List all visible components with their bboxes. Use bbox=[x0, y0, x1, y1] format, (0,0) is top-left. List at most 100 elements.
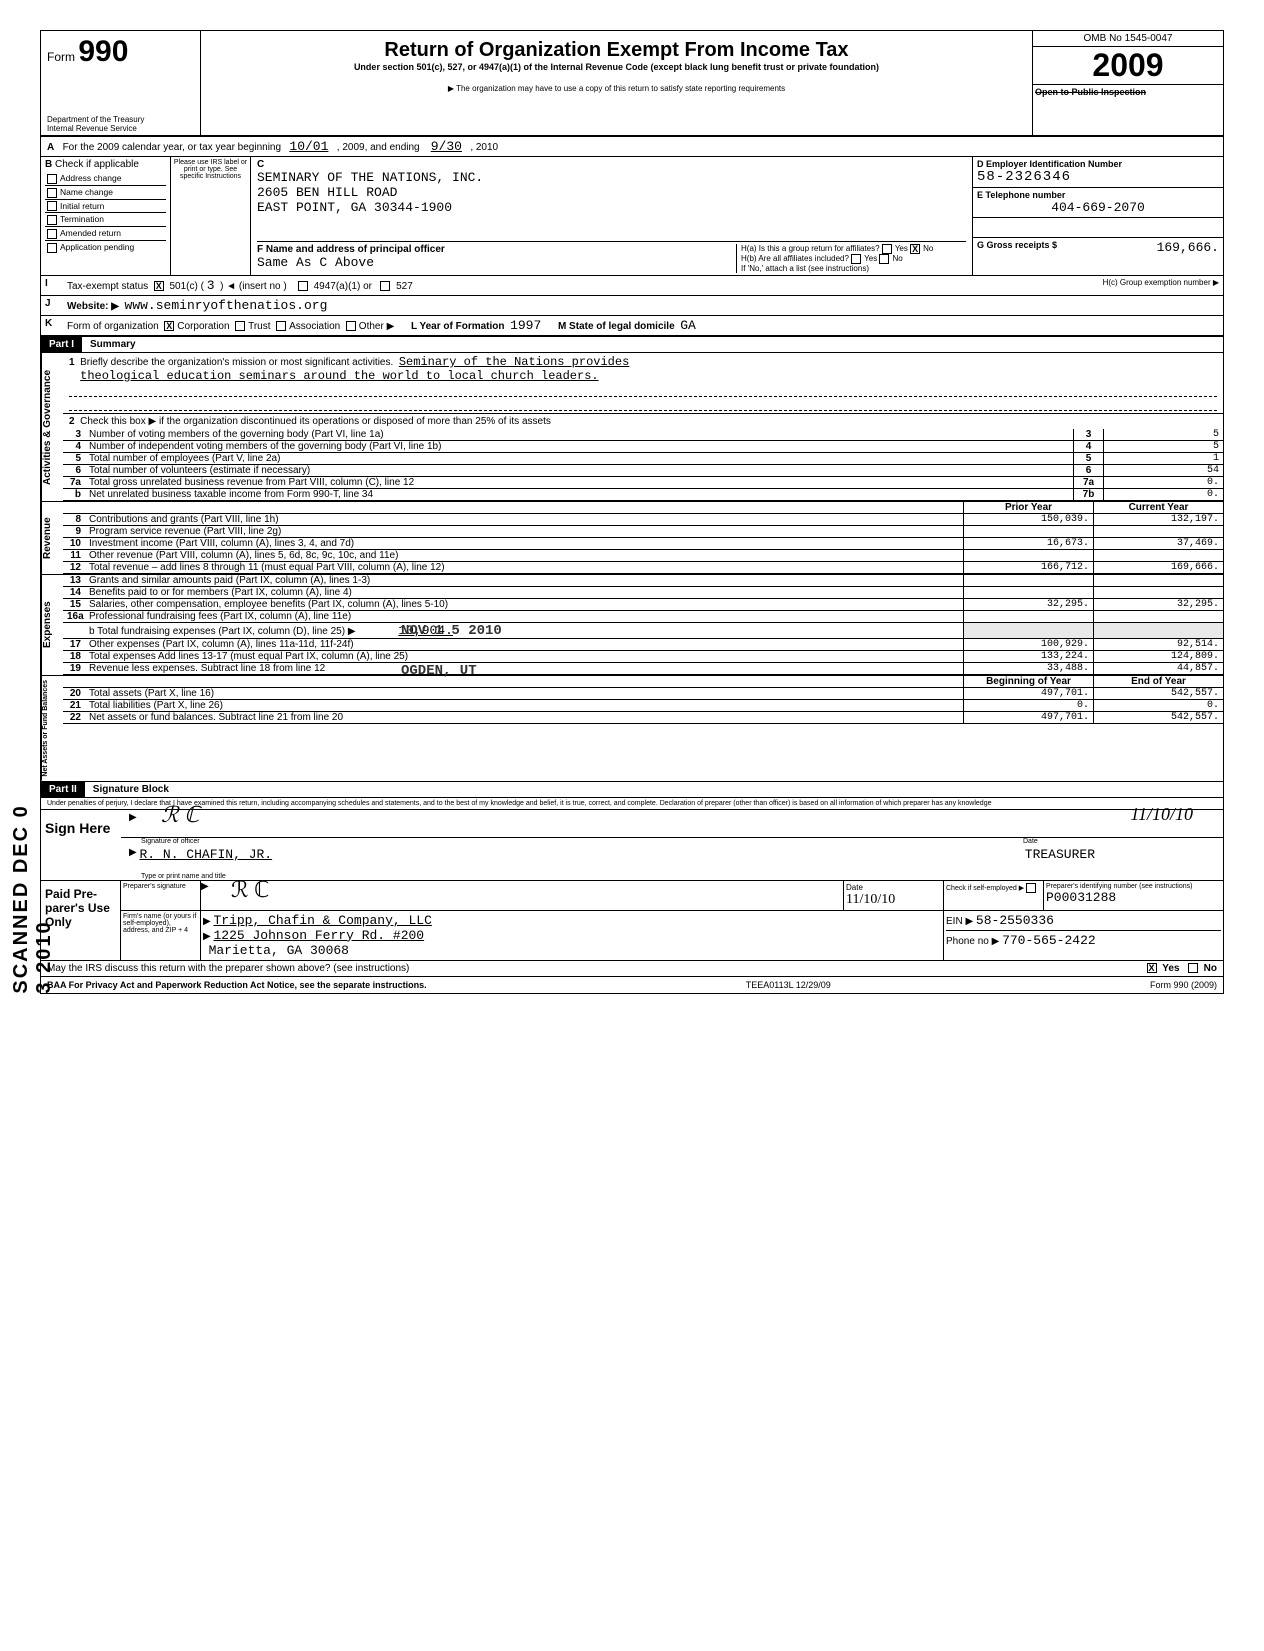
m-label: M State of legal domicile bbox=[558, 321, 675, 332]
phone: 404-669-2070 bbox=[977, 200, 1219, 215]
self-emp-label: Check if self-employed bbox=[946, 884, 1017, 891]
sign-here-block: Sign Here ▶ ℛ ℂ 11/10/10 Signature of of… bbox=[41, 810, 1223, 880]
hb-no[interactable] bbox=[879, 254, 889, 264]
revenue-row-12: 12Total revenue – add lines 8 through 11… bbox=[63, 562, 1223, 574]
received-stamp-nov: NOV 1 5 2010 bbox=[401, 623, 502, 639]
ha-yes[interactable] bbox=[882, 244, 892, 254]
form-number: 990 bbox=[78, 35, 128, 68]
activities-row-b: bNet unrelated business taxable income f… bbox=[63, 489, 1223, 501]
preparer-pin: P00031288 bbox=[1046, 890, 1116, 905]
type-name-label: Type or print name and title bbox=[121, 873, 1223, 880]
f-label: F Name and address of principal officer bbox=[257, 244, 445, 255]
line1: 1 Briefly describe the organization's mi… bbox=[63, 353, 1223, 413]
expenses-row-17: 17Other expenses (Part IX, column (A), l… bbox=[63, 639, 1223, 651]
netassets-row-22: 22Net assets or fund balances. Subtract … bbox=[63, 712, 1223, 724]
part1-title: Summary bbox=[82, 337, 144, 352]
revenue-row-10: 10Investment income (Part VIII, column (… bbox=[63, 538, 1223, 550]
sig-date-label: Date bbox=[1023, 838, 1223, 845]
part1-header: Part I Summary bbox=[41, 336, 1223, 353]
i-insert: 3 bbox=[207, 278, 215, 293]
firm-addr1: 1225 Johnson Ferry Rd. #200 bbox=[213, 928, 424, 943]
firm-addr2: Marietta, GA 30068 bbox=[209, 943, 349, 958]
expenses-row-18: 18Total expenses Add lines 13-17 (must e… bbox=[63, 651, 1223, 663]
pin-label: Preparer's identifying number (see instr… bbox=[1046, 883, 1192, 890]
k-corp[interactable] bbox=[164, 321, 174, 331]
ty-mid: , 2009, and ending bbox=[337, 142, 420, 153]
row-k: K Form of organization Corporation Trust… bbox=[41, 316, 1223, 336]
i-4947-chk[interactable] bbox=[298, 281, 308, 291]
chk-termination[interactable]: Termination bbox=[45, 213, 166, 227]
chk-initial-return[interactable]: Initial return bbox=[45, 200, 166, 214]
activities-row-4: 4Number of independent voting members of… bbox=[63, 441, 1223, 453]
officer-name: R. N. CHAFIN, JR. bbox=[139, 847, 272, 871]
revenue-row-9: 9Program service revenue (Part VIII, lin… bbox=[63, 526, 1223, 538]
netassets-row-21: 21Total liabilities (Part X, line 26)0.0… bbox=[63, 700, 1223, 712]
received-stamp-ogden: OGDEN, UT bbox=[401, 663, 477, 679]
k-other[interactable] bbox=[346, 321, 356, 331]
k-label: Form of organization bbox=[67, 321, 159, 332]
k-trust[interactable] bbox=[235, 321, 245, 331]
prep-phone-label: Phone no bbox=[946, 936, 989, 947]
chk-app-pending[interactable]: Application pending bbox=[45, 241, 166, 254]
website: www.seminryofthenatios.org bbox=[125, 298, 328, 313]
expenses-row-19: 19Revenue less expenses. Subtract line 1… bbox=[63, 663, 1223, 675]
ty-prefix: For the 2009 calendar year, or tax year … bbox=[63, 142, 281, 153]
activities-row-5: 5Total number of employees (Part V, line… bbox=[63, 453, 1223, 465]
sign-arrow2: ▶ bbox=[129, 847, 137, 871]
open-to-public: Open to Public Inspection bbox=[1033, 84, 1223, 99]
i-527-chk[interactable] bbox=[380, 281, 390, 291]
sig-officer-label: Signature of officer bbox=[121, 838, 1023, 845]
d-label: D Employer Identification Number bbox=[977, 159, 1122, 169]
dept1: Department of the Treasury bbox=[47, 115, 194, 124]
chk-name-change[interactable]: Name change bbox=[45, 186, 166, 200]
footer-form: Form 990 (2009) bbox=[1150, 980, 1217, 990]
k-assoc[interactable] bbox=[276, 321, 286, 331]
header: Form 990 Department of the Treasury Inte… bbox=[41, 31, 1223, 137]
self-emp-chk[interactable] bbox=[1026, 883, 1036, 893]
mission-2: theological education seminars around th… bbox=[80, 369, 598, 383]
ha-no[interactable] bbox=[910, 244, 920, 254]
prep-ein: 58-2550336 bbox=[976, 913, 1054, 928]
l-label: L Year of Formation bbox=[411, 321, 505, 332]
side-netassets: Net Assets or Fund Balances bbox=[41, 676, 63, 781]
scan-stamp: SCANNED DEC 0 3 2010 bbox=[10, 800, 56, 994]
g-label: G Gross receipts $ bbox=[977, 240, 1057, 250]
subtitle1: Under section 501(c), 527, or 4947(a)(1)… bbox=[205, 62, 1028, 72]
prep-ein-label: EIN bbox=[946, 916, 963, 927]
na-col-headers: Beginning of Year End of Year bbox=[63, 676, 1223, 688]
j-label: Website: ▶ bbox=[67, 301, 119, 312]
footer: BAA For Privacy Act and Paperwork Reduct… bbox=[41, 976, 1223, 993]
part2-title: Signature Block bbox=[85, 782, 177, 797]
form-990: Form 990 Department of the Treasury Inte… bbox=[40, 30, 1224, 994]
org-addr2: EAST POINT, GA 30344-1900 bbox=[257, 200, 452, 215]
may-irs-no[interactable] bbox=[1188, 963, 1198, 973]
col-headers: Prior Year Current Year bbox=[63, 502, 1223, 514]
sign-arrow: ▶ bbox=[129, 812, 137, 835]
activities-row-7a: 7aTotal gross unrelated business revenue… bbox=[63, 477, 1223, 489]
may-irs-yes[interactable] bbox=[1147, 963, 1157, 973]
line2: 2 Check this box ▶ if the organization d… bbox=[63, 413, 1223, 429]
row-i: I Tax-exempt status 501(c) ( 3 ) ◄ (inse… bbox=[41, 276, 1223, 296]
chk-amended[interactable]: Amended return bbox=[45, 227, 166, 241]
line16b: b Total fundraising expenses (Part IX, c… bbox=[63, 623, 1223, 639]
header-block: B Check if applicable Address change Nam… bbox=[41, 157, 1223, 276]
teea-code: TEEA0113L 12/29/09 bbox=[746, 980, 831, 990]
firm-label: Firm's name (or yours if self-employed),… bbox=[121, 911, 201, 960]
side-revenue: Revenue bbox=[41, 502, 63, 574]
side-expenses: Expenses bbox=[41, 575, 63, 675]
omb: OMB No 1545-0047 bbox=[1033, 31, 1223, 47]
firm-name: Tripp, Chafin & Company, LLC bbox=[213, 913, 431, 928]
year: 2009 bbox=[1033, 47, 1223, 84]
i-label: Tax-exempt status bbox=[67, 281, 148, 292]
expenses-row-16a: 16aProfessional fundraising fees (Part I… bbox=[63, 611, 1223, 623]
may-irs-row: May the IRS discuss this return with the… bbox=[41, 960, 1223, 976]
chk-address-change[interactable]: Address change bbox=[45, 172, 166, 186]
subtitle2: ▶ The organization may have to use a cop… bbox=[205, 84, 1028, 93]
revenue-row-11: 11Other revenue (Part VIII, column (A), … bbox=[63, 550, 1223, 562]
row-j: J Website: ▶ www.seminryofthenatios.org bbox=[41, 296, 1223, 316]
hb-yes[interactable] bbox=[851, 254, 861, 264]
officer-signature: ℛ ℂ bbox=[161, 802, 199, 828]
baa-text: BAA For Privacy Act and Paperwork Reduct… bbox=[47, 980, 427, 990]
i-501c-chk[interactable] bbox=[154, 281, 164, 291]
year-formation: 1997 bbox=[510, 318, 541, 333]
